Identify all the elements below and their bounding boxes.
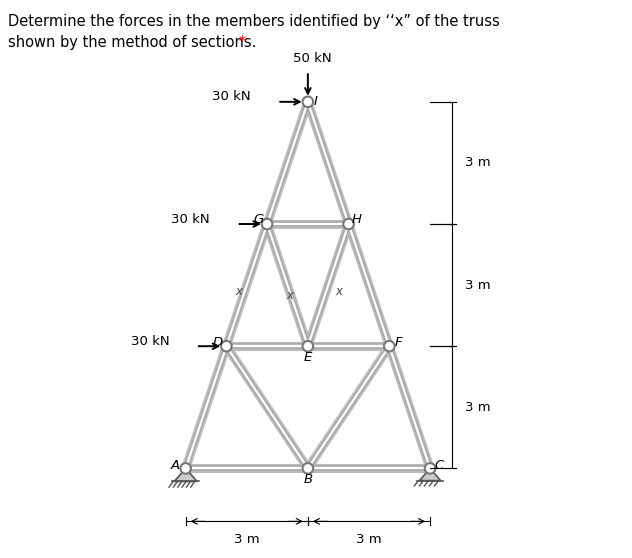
Text: 3 m: 3 m (234, 533, 260, 546)
Polygon shape (174, 468, 197, 482)
Text: G: G (254, 213, 264, 225)
Circle shape (425, 463, 435, 474)
Circle shape (384, 341, 394, 352)
Text: x: x (286, 289, 293, 302)
Circle shape (303, 463, 313, 474)
Text: C: C (434, 459, 444, 472)
Circle shape (221, 341, 232, 352)
Text: 30 kN: 30 kN (212, 90, 251, 103)
Text: 50 kN: 50 kN (293, 52, 331, 65)
Text: 3 m: 3 m (465, 278, 490, 292)
Text: 3 m: 3 m (465, 401, 490, 414)
Text: 3 m: 3 m (465, 156, 490, 170)
Text: x: x (235, 285, 242, 298)
Text: H: H (352, 213, 362, 225)
Text: 30 kN: 30 kN (171, 213, 210, 225)
Text: shown by the method of sections.: shown by the method of sections. (8, 35, 260, 50)
Text: 3 m: 3 m (356, 533, 382, 546)
Circle shape (343, 219, 354, 229)
Text: B: B (303, 473, 312, 487)
Text: A: A (171, 459, 180, 472)
Circle shape (303, 341, 313, 352)
Polygon shape (420, 468, 441, 480)
Text: x: x (335, 285, 342, 298)
Text: Determine the forces in the members identified by ‘‘x” of the truss: Determine the forces in the members iden… (8, 14, 499, 29)
Text: D: D (212, 335, 222, 349)
Text: E: E (303, 351, 312, 364)
Circle shape (262, 219, 272, 229)
Text: I: I (313, 95, 317, 108)
Circle shape (303, 97, 313, 107)
Circle shape (180, 463, 191, 474)
Text: *: * (239, 35, 246, 50)
Text: F: F (394, 335, 402, 349)
Text: 30 kN: 30 kN (131, 335, 169, 348)
